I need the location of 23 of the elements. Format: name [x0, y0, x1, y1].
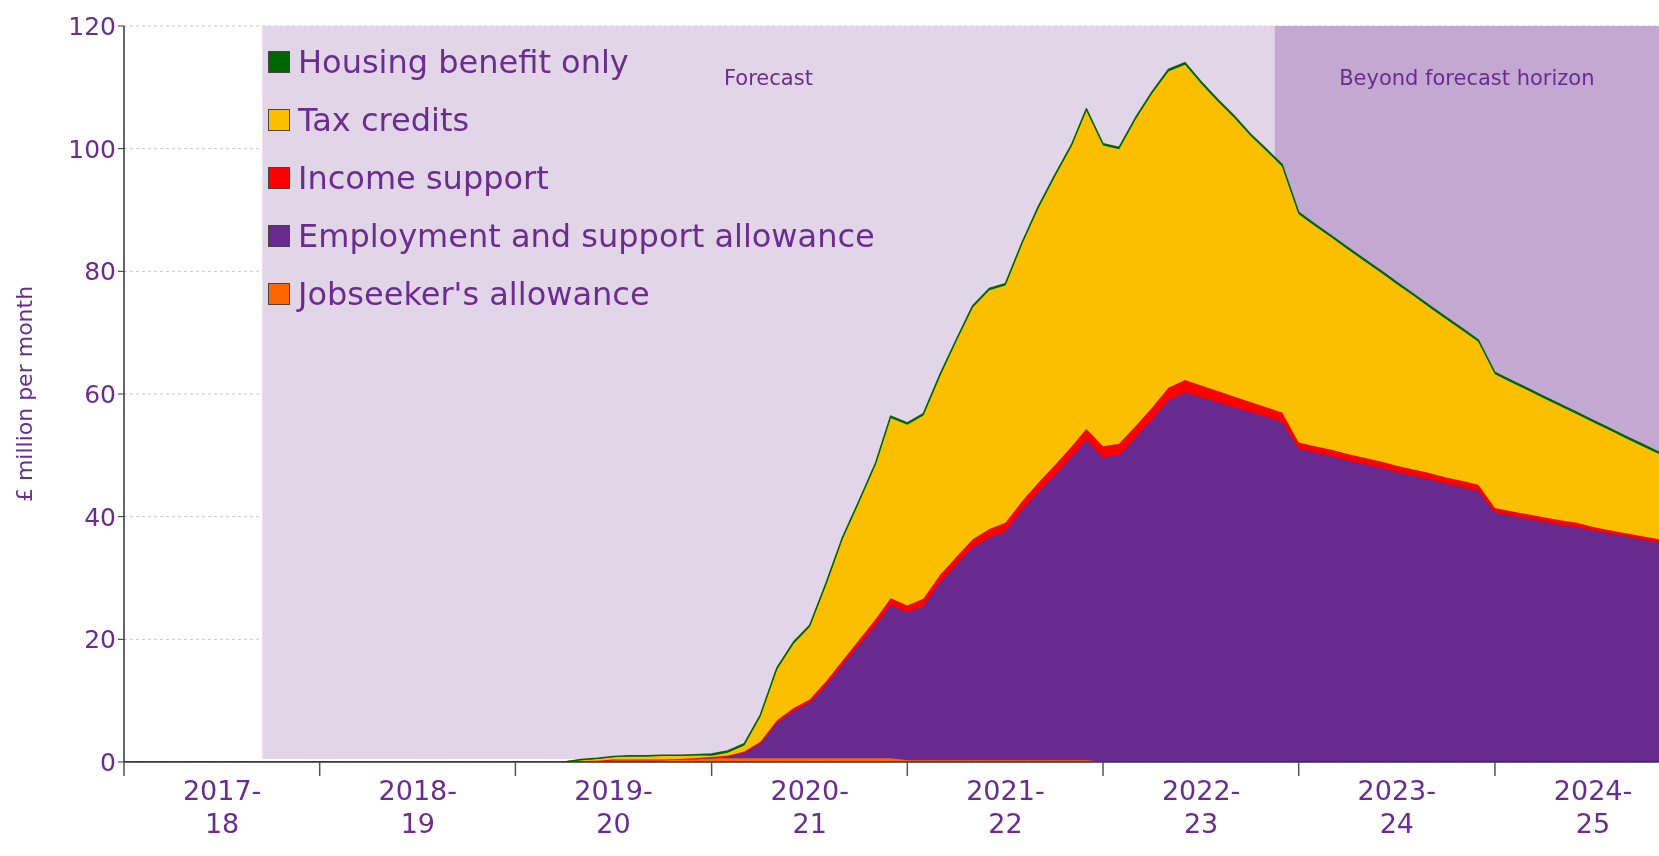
legend-label: Employment and support allowance: [298, 216, 875, 257]
y-axis-title: £ million per month: [11, 285, 37, 503]
band-label: Forecast: [724, 65, 813, 90]
y-tick-label: 60: [84, 379, 116, 409]
y-tick-label: 100: [68, 134, 116, 164]
x-tick-label: 2023-24: [1357, 775, 1437, 839]
legend-label: Tax credits: [298, 100, 470, 141]
x-tick-label: 2024-25: [1553, 775, 1633, 839]
x-tick-label: 2017-18: [182, 775, 262, 839]
x-tick-label: 2018-19: [378, 775, 458, 839]
band-label: Beyond forecast horizon: [1339, 65, 1595, 90]
y-tick-label: 20: [84, 625, 116, 655]
y-tick-label: 40: [84, 502, 116, 532]
y-tick-label: 0: [100, 747, 116, 777]
y-tick-label: 120: [68, 11, 116, 41]
legend-label: Income support: [298, 158, 549, 199]
x-tick-label: 2019-20: [574, 775, 653, 839]
x-tick-label: 2020-21: [770, 775, 849, 839]
x-tick-label: 2021-22: [966, 775, 1045, 839]
y-tick-label: 80: [84, 257, 116, 287]
legend-label: Housing benefit only: [298, 42, 629, 83]
legend-label: Jobseeker's allowance: [298, 274, 650, 315]
x-tick-label: 2022-23: [1161, 775, 1241, 839]
